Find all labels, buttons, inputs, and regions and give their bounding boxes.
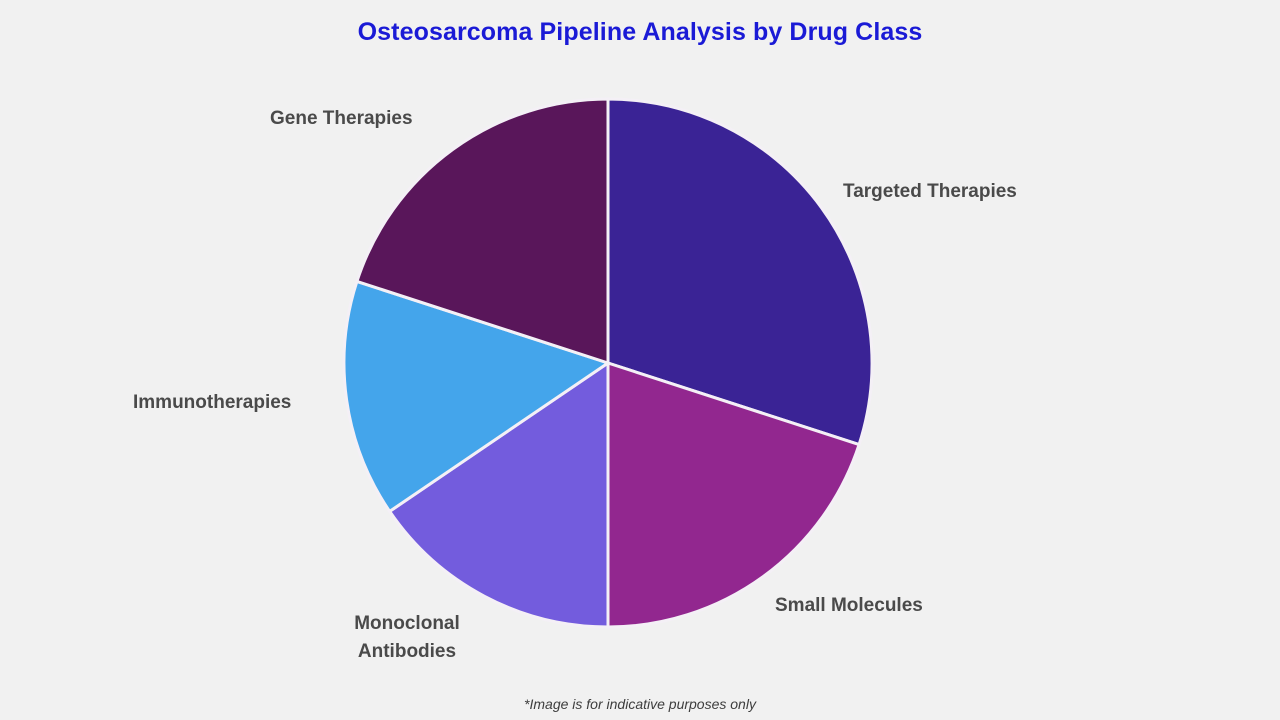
pie-slice-group bbox=[342, 97, 874, 629]
page-title: Osteosarcoma Pipeline Analysis by Drug C… bbox=[357, 18, 923, 46]
pie-label-gene-therapies: Gene Therapies bbox=[270, 108, 413, 129]
pie-label-small-molecules: Small Molecules bbox=[775, 595, 923, 616]
pie-label-targeted-therapies: Targeted Therapies bbox=[843, 181, 1017, 202]
pie-slice[interactable] bbox=[606, 361, 861, 629]
pie-slice[interactable] bbox=[342, 279, 610, 513]
pie-label-immunotherapies: Immunotherapies bbox=[133, 392, 292, 413]
footnote-text: *Image is for indicative purposes only bbox=[524, 696, 756, 712]
pie-label-monoclonal-antibodies: Monoclonal Antibodies bbox=[354, 613, 460, 662]
pie-slice[interactable] bbox=[388, 361, 610, 629]
pie-slice[interactable] bbox=[606, 97, 874, 447]
pie-slice[interactable] bbox=[355, 97, 610, 365]
pie-svg bbox=[342, 97, 874, 629]
pie-chart bbox=[342, 97, 874, 629]
